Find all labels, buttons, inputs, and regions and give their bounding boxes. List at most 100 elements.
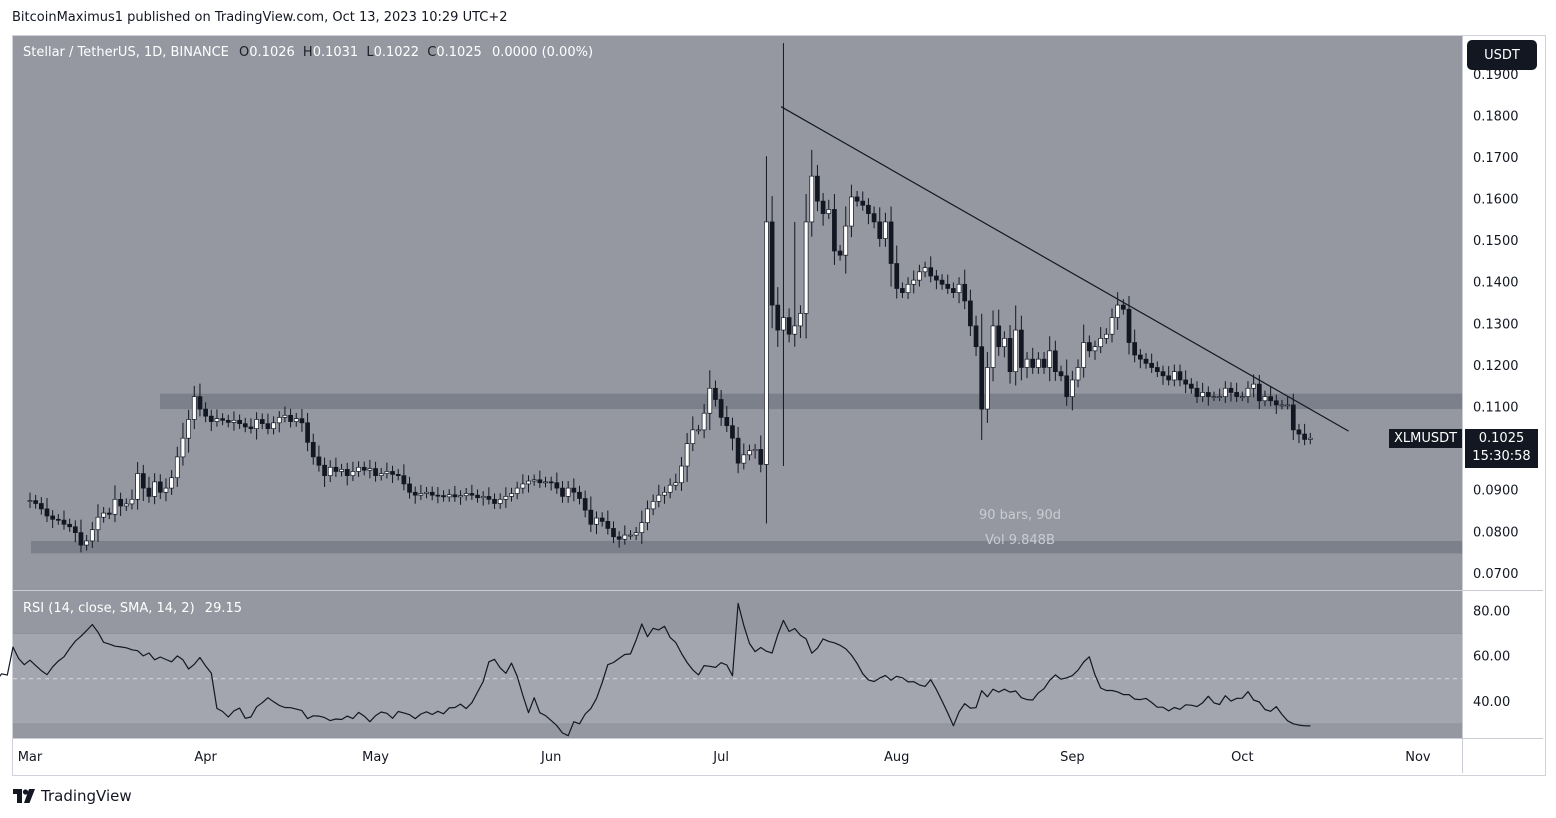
- candle-down: [373, 468, 378, 476]
- candle-up: [792, 325, 798, 335]
- candle-up: [628, 534, 633, 537]
- trendline[interactable]: [780, 106, 1349, 432]
- candle-down: [548, 481, 554, 484]
- candle-up: [911, 279, 917, 285]
- open-value: 0.1026: [249, 45, 295, 60]
- candle-down: [146, 487, 152, 497]
- candle-up: [565, 487, 571, 497]
- candle-down: [288, 414, 293, 422]
- candle-up: [95, 516, 101, 531]
- candle-down: [554, 482, 560, 489]
- candle-down: [242, 423, 248, 428]
- candle-up: [922, 267, 928, 273]
- last-price-tag: 0.1025 15:30:58: [1465, 429, 1538, 468]
- candle-down: [1154, 367, 1160, 372]
- candle-up: [123, 503, 129, 507]
- candle-up: [826, 209, 832, 214]
- candle-down: [735, 437, 741, 464]
- high-value: 0.1031: [312, 45, 359, 60]
- candle-down: [1166, 375, 1172, 381]
- candle-down: [979, 346, 985, 410]
- candle-up: [531, 479, 537, 482]
- candle-down: [407, 483, 412, 493]
- candle-up: [1222, 387, 1228, 397]
- candle-up: [1217, 396, 1222, 398]
- symbol-name[interactable]: Stellar / TetherUS, 1D, BINANCE: [23, 45, 229, 60]
- candle-up: [180, 437, 186, 458]
- candle-down: [945, 283, 951, 289]
- candle-down: [38, 503, 44, 510]
- candle-up: [112, 498, 118, 515]
- rsi-tick-label: 40.00: [1473, 695, 1510, 710]
- candle-up: [985, 367, 990, 410]
- candle-up: [673, 482, 679, 486]
- candle-down: [1228, 387, 1234, 393]
- currency-button[interactable]: USDT: [1467, 40, 1537, 70]
- candle-down: [718, 399, 724, 418]
- time-tick-label: Mar: [18, 750, 43, 765]
- candle-down: [888, 221, 894, 264]
- candle-down: [225, 419, 231, 423]
- candle-down: [1120, 304, 1126, 310]
- candle-down: [140, 473, 146, 489]
- price-axis-bg[interactable]: [1463, 36, 1543, 590]
- candle-up: [917, 271, 922, 281]
- candle-up: [129, 498, 135, 505]
- candle-down: [860, 200, 866, 206]
- candle-down: [1132, 342, 1138, 356]
- price-panel-bg: [13, 36, 1462, 590]
- candle-up: [503, 496, 509, 500]
- tradingview-logo[interactable]: TradingView: [13, 787, 132, 805]
- price-tick-label: 0.0700: [1473, 567, 1519, 582]
- candle-up: [1070, 379, 1075, 397]
- descending-trendline[interactable]: [780, 106, 1349, 432]
- rsi-tick-label: 80.00: [1473, 604, 1510, 619]
- candle-up: [1013, 329, 1019, 372]
- candle-down: [1030, 358, 1036, 368]
- candle-down: [837, 250, 843, 256]
- candle-up: [679, 465, 684, 484]
- candlestick-series: [27, 43, 1313, 553]
- close-label: C: [427, 45, 437, 60]
- candle-down: [1183, 379, 1189, 385]
- candle-down: [713, 387, 718, 400]
- candle-up: [747, 450, 752, 456]
- candle-down: [854, 196, 860, 202]
- candle-down: [333, 466, 339, 472]
- candle-up: [803, 221, 809, 314]
- rsi-series: [0, 602, 1311, 737]
- candle-up: [849, 196, 854, 227]
- candle-down: [571, 487, 577, 493]
- candle-down: [1160, 371, 1166, 377]
- candle-down: [1137, 354, 1143, 360]
- candle-down: [599, 517, 605, 522]
- rsi-legend[interactable]: RSI (14, close, SMA, 14, 2) 29.15: [23, 601, 242, 616]
- candle-up: [956, 283, 962, 293]
- candle-up: [367, 468, 373, 471]
- candle-up: [645, 508, 650, 523]
- candle-down: [951, 288, 956, 293]
- candle-up: [214, 418, 220, 422]
- low-value: 0.1022: [373, 45, 420, 60]
- candle-down: [973, 325, 979, 348]
- zone-band: [160, 393, 1462, 410]
- candle-up: [191, 396, 197, 420]
- candle-up: [186, 419, 191, 439]
- candle-up: [639, 522, 645, 533]
- candle-up: [231, 419, 237, 423]
- candle-down: [322, 464, 327, 476]
- candle-down: [492, 498, 497, 504]
- candle-down: [486, 496, 492, 500]
- candle-down: [605, 521, 611, 529]
- candle-up: [1036, 358, 1041, 368]
- last-price-value: 0.1025: [1478, 431, 1525, 446]
- time-tick-label: Jun: [540, 750, 561, 765]
- candle-up: [356, 466, 361, 472]
- candle-down: [537, 479, 543, 484]
- candle-up: [84, 540, 89, 546]
- candle-up: [633, 532, 639, 536]
- candle-up: [1075, 367, 1081, 381]
- candle-down: [78, 532, 84, 546]
- candle-up: [1103, 333, 1109, 339]
